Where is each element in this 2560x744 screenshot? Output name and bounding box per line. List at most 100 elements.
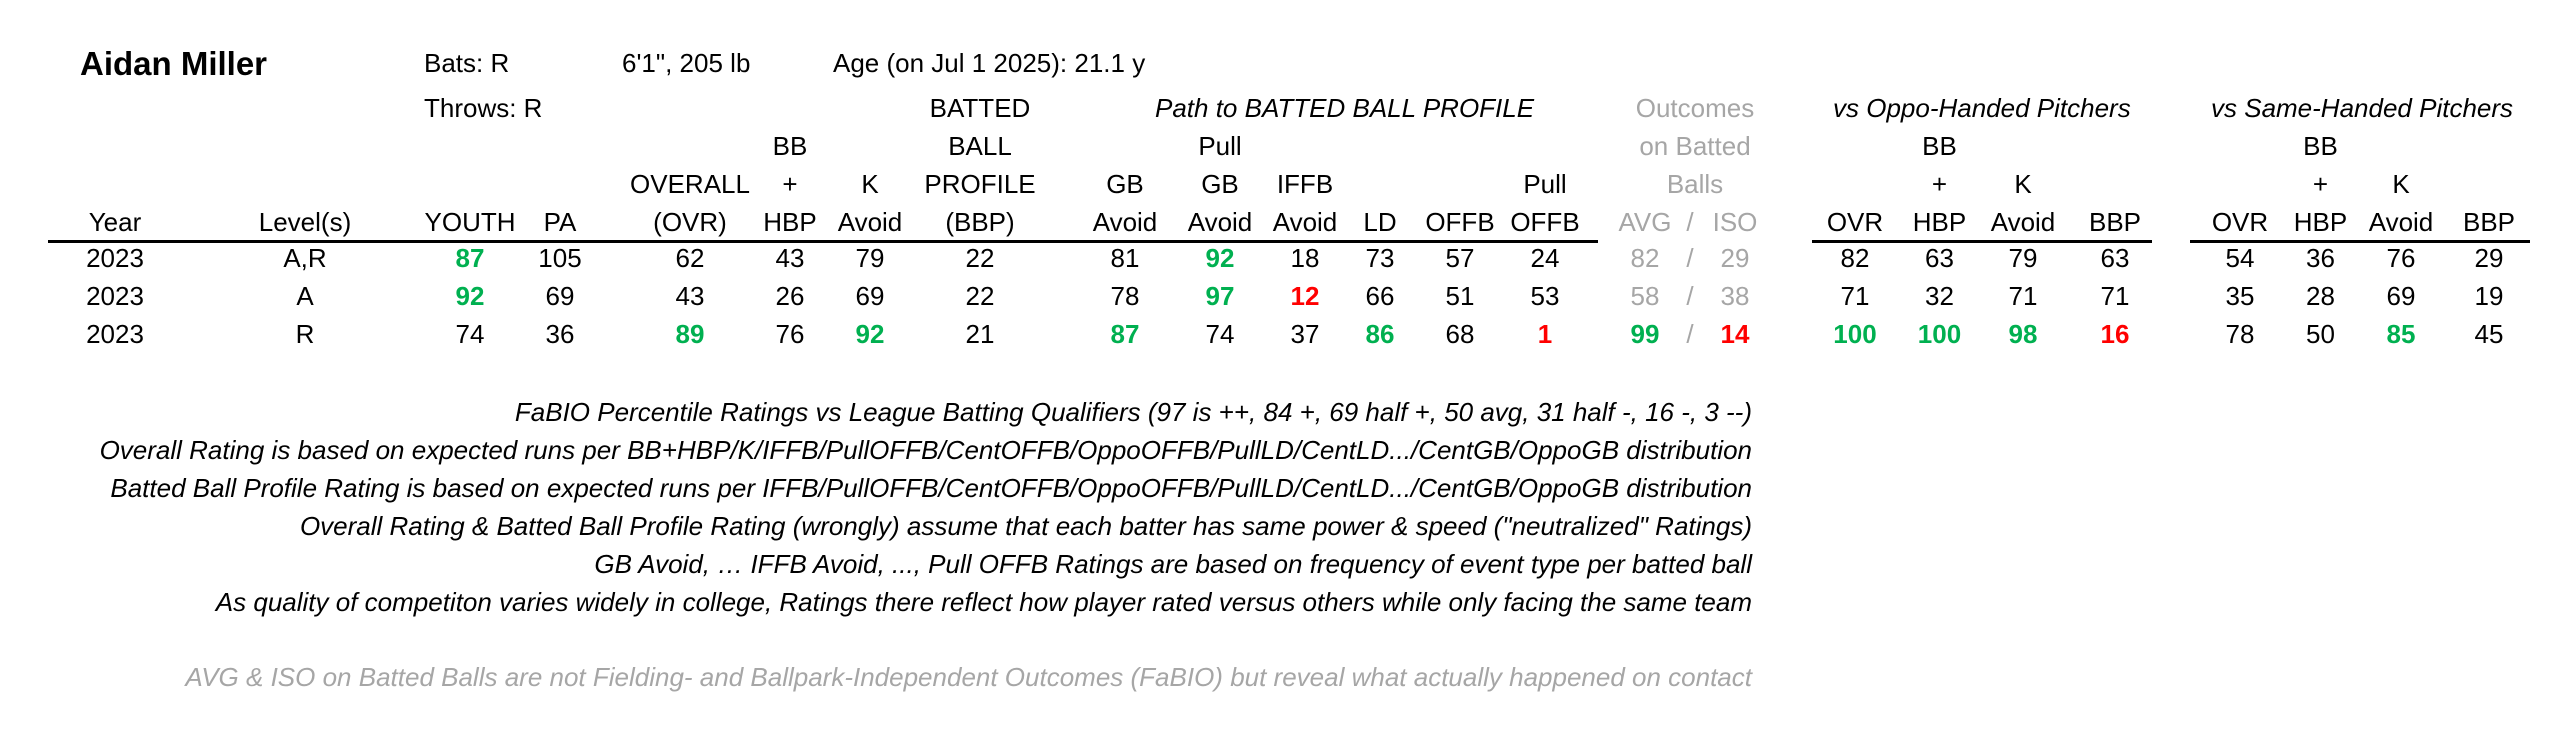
col-gb-1: GB bbox=[1106, 169, 1144, 199]
cell-pa: 36 bbox=[545, 319, 575, 349]
col-bbp-3: PROFILE bbox=[924, 169, 1036, 199]
note-line-5: GB Avoid, … IFFB Avoid, ..., Pull OFFB R… bbox=[594, 549, 1752, 579]
cell-s-bbp: 29 bbox=[2474, 243, 2504, 273]
cell-o-bb: 32 bbox=[1925, 281, 1954, 311]
cell-pullgb: 92 bbox=[1205, 243, 1235, 273]
cell-s-bb: 50 bbox=[2306, 319, 2335, 349]
outcomes-header-1: Outcomes bbox=[1635, 93, 1755, 123]
cell-pulloffb: 24 bbox=[1530, 243, 1560, 273]
cell-o-k: 98 bbox=[2008, 319, 2038, 349]
col-oppo-bb-2: + bbox=[1931, 169, 1948, 199]
size-label: 6'1", 205 lb bbox=[622, 48, 751, 78]
outcomes-header-2: on Batted bbox=[1639, 131, 1751, 161]
cell-avg: 58 bbox=[1630, 281, 1660, 311]
cell-ovr: 89 bbox=[675, 319, 705, 349]
cell-o-bb: 100 bbox=[1917, 319, 1962, 349]
cell-iffb: 18 bbox=[1290, 243, 1320, 273]
cell-o-bbp: 63 bbox=[2100, 243, 2130, 273]
avg-iso-separator: / bbox=[1686, 243, 1694, 273]
cell-gbavoid: 78 bbox=[1110, 281, 1140, 311]
col-oppo-bb-1: BB bbox=[1922, 131, 1957, 161]
cell-pullgb: 74 bbox=[1205, 319, 1235, 349]
cell-kavoid: 92 bbox=[855, 319, 885, 349]
col-ld: LD bbox=[1363, 207, 1397, 237]
cell-iffb: 12 bbox=[1290, 281, 1320, 311]
avg-iso-separator: / bbox=[1686, 281, 1694, 311]
cell-gbavoid: 81 bbox=[1110, 243, 1140, 273]
bats-label: Bats: R bbox=[424, 48, 510, 78]
note-line-2: Overall Rating is based on expected runs… bbox=[99, 435, 1752, 465]
cell-year: 2023 bbox=[86, 243, 144, 273]
cell-youth: 92 bbox=[455, 281, 485, 311]
cell-ld: 86 bbox=[1365, 319, 1395, 349]
cell-s-ovr: 35 bbox=[2225, 281, 2255, 311]
col-oppo-ovr: OVR bbox=[1826, 207, 1884, 237]
cell-year: 2023 bbox=[86, 319, 144, 349]
cell-pulloffb: 1 bbox=[1537, 319, 1553, 349]
note-line-6: As quality of competiton varies widely i… bbox=[215, 587, 1752, 617]
col-same-bb-1: BB bbox=[2303, 131, 2338, 161]
cell-s-bb: 28 bbox=[2306, 281, 2335, 311]
col-oppo-bb-3: HBP bbox=[1912, 207, 1967, 237]
cell-gbavoid: 87 bbox=[1110, 319, 1140, 349]
col-pa: PA bbox=[543, 207, 577, 237]
header-rule-same bbox=[2190, 240, 2530, 243]
col-youth: YOUTH bbox=[424, 207, 516, 237]
cell-iso: 29 bbox=[1720, 243, 1750, 273]
cell-s-k: 69 bbox=[2386, 281, 2416, 311]
cell-bbp: 21 bbox=[965, 319, 995, 349]
col-pullgb-3: Avoid bbox=[1187, 207, 1253, 237]
cell-s-bbp: 19 bbox=[2474, 281, 2504, 311]
col-offb: OFFB bbox=[1425, 207, 1495, 237]
header-rule-oppo bbox=[1812, 240, 2152, 243]
throws-label: Throws: R bbox=[424, 93, 543, 123]
col-oppo-k-1: K bbox=[2014, 169, 2032, 199]
cell-bbp: 22 bbox=[965, 243, 995, 273]
cell-avg: 82 bbox=[1630, 243, 1660, 273]
cell-ld: 66 bbox=[1365, 281, 1395, 311]
cell-o-bbp: 71 bbox=[2100, 281, 2130, 311]
col-iffb-1: IFFB bbox=[1276, 169, 1334, 199]
cell-iffb: 37 bbox=[1290, 319, 1320, 349]
cell-youth: 87 bbox=[455, 243, 485, 273]
cell-o-k: 79 bbox=[2008, 243, 2038, 273]
cell-o-ovr: 82 bbox=[1840, 243, 1870, 273]
cell-s-bbp: 45 bbox=[2474, 319, 2504, 349]
note-line-4: Overall Rating & Batted Ball Profile Rat… bbox=[299, 511, 1752, 541]
avg-iso-separator: / bbox=[1686, 319, 1694, 349]
cell-kavoid: 69 bbox=[855, 281, 885, 311]
cell-pullgb: 97 bbox=[1205, 281, 1235, 311]
cell-avg: 99 bbox=[1630, 319, 1660, 349]
col-same-k-1: K bbox=[2392, 169, 2410, 199]
cell-ovr: 62 bbox=[675, 243, 705, 273]
col-oppo-k-2: Avoid bbox=[1990, 207, 2056, 237]
cell-bbp: 22 bbox=[965, 281, 995, 311]
cell-s-k: 85 bbox=[2386, 319, 2416, 349]
cell-o-bb: 63 bbox=[1925, 243, 1954, 273]
cell-offb: 68 bbox=[1445, 319, 1475, 349]
cell-ovr: 43 bbox=[675, 281, 705, 311]
col-oppo-bbp: BBP bbox=[2088, 207, 2142, 237]
cell-iso: 14 bbox=[1720, 319, 1750, 349]
col-pullgb-1: Pull bbox=[1198, 131, 1242, 161]
cell-o-bbp: 16 bbox=[2100, 319, 2130, 349]
col-iso: ISO bbox=[1712, 207, 1758, 237]
cell-bbhbp: 76 bbox=[775, 319, 805, 349]
col-ovr-top: OVERALL bbox=[630, 169, 750, 199]
col-pullgb-2: GB bbox=[1201, 169, 1239, 199]
cell-o-ovr: 71 bbox=[1840, 281, 1870, 311]
cell-pa: 69 bbox=[545, 281, 575, 311]
cell-level: R bbox=[295, 319, 315, 349]
col-same-k-2: Avoid bbox=[2368, 207, 2434, 237]
col-slash: / bbox=[1686, 207, 1694, 237]
col-same-bb-2: + bbox=[2312, 169, 2329, 199]
cell-o-k: 71 bbox=[2008, 281, 2038, 311]
col-same-bb-3: HBP bbox=[2293, 207, 2348, 237]
col-level: Level(s) bbox=[258, 207, 352, 237]
footnote: AVG & ISO on Batted Balls are not Fieldi… bbox=[185, 662, 1752, 692]
cell-bbhbp: 43 bbox=[775, 243, 805, 273]
cell-offb: 57 bbox=[1445, 243, 1475, 273]
col-pulloffb-2: OFFB bbox=[1510, 207, 1580, 237]
col-gb-2: Avoid bbox=[1092, 207, 1158, 237]
col-same-bbp: BBP bbox=[2462, 207, 2516, 237]
